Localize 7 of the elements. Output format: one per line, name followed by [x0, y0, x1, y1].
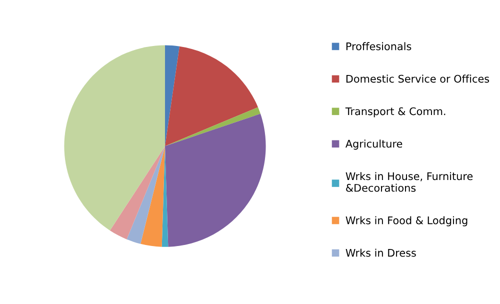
- legend-label: Proffesionals: [346, 42, 412, 50]
- legend-label: Wrks in Food & Lodging: [346, 216, 468, 226]
- legend-label: Domestic Service or Offices: [346, 74, 490, 83]
- legend-label: Agriculture: [346, 140, 402, 150]
- legend-label: Wrks in Dress: [346, 248, 416, 257]
- legend-label: Transport & Comm.: [345, 107, 446, 118]
- legend-label: Wrks in House, Furniture &Decorations: [346, 172, 473, 192]
